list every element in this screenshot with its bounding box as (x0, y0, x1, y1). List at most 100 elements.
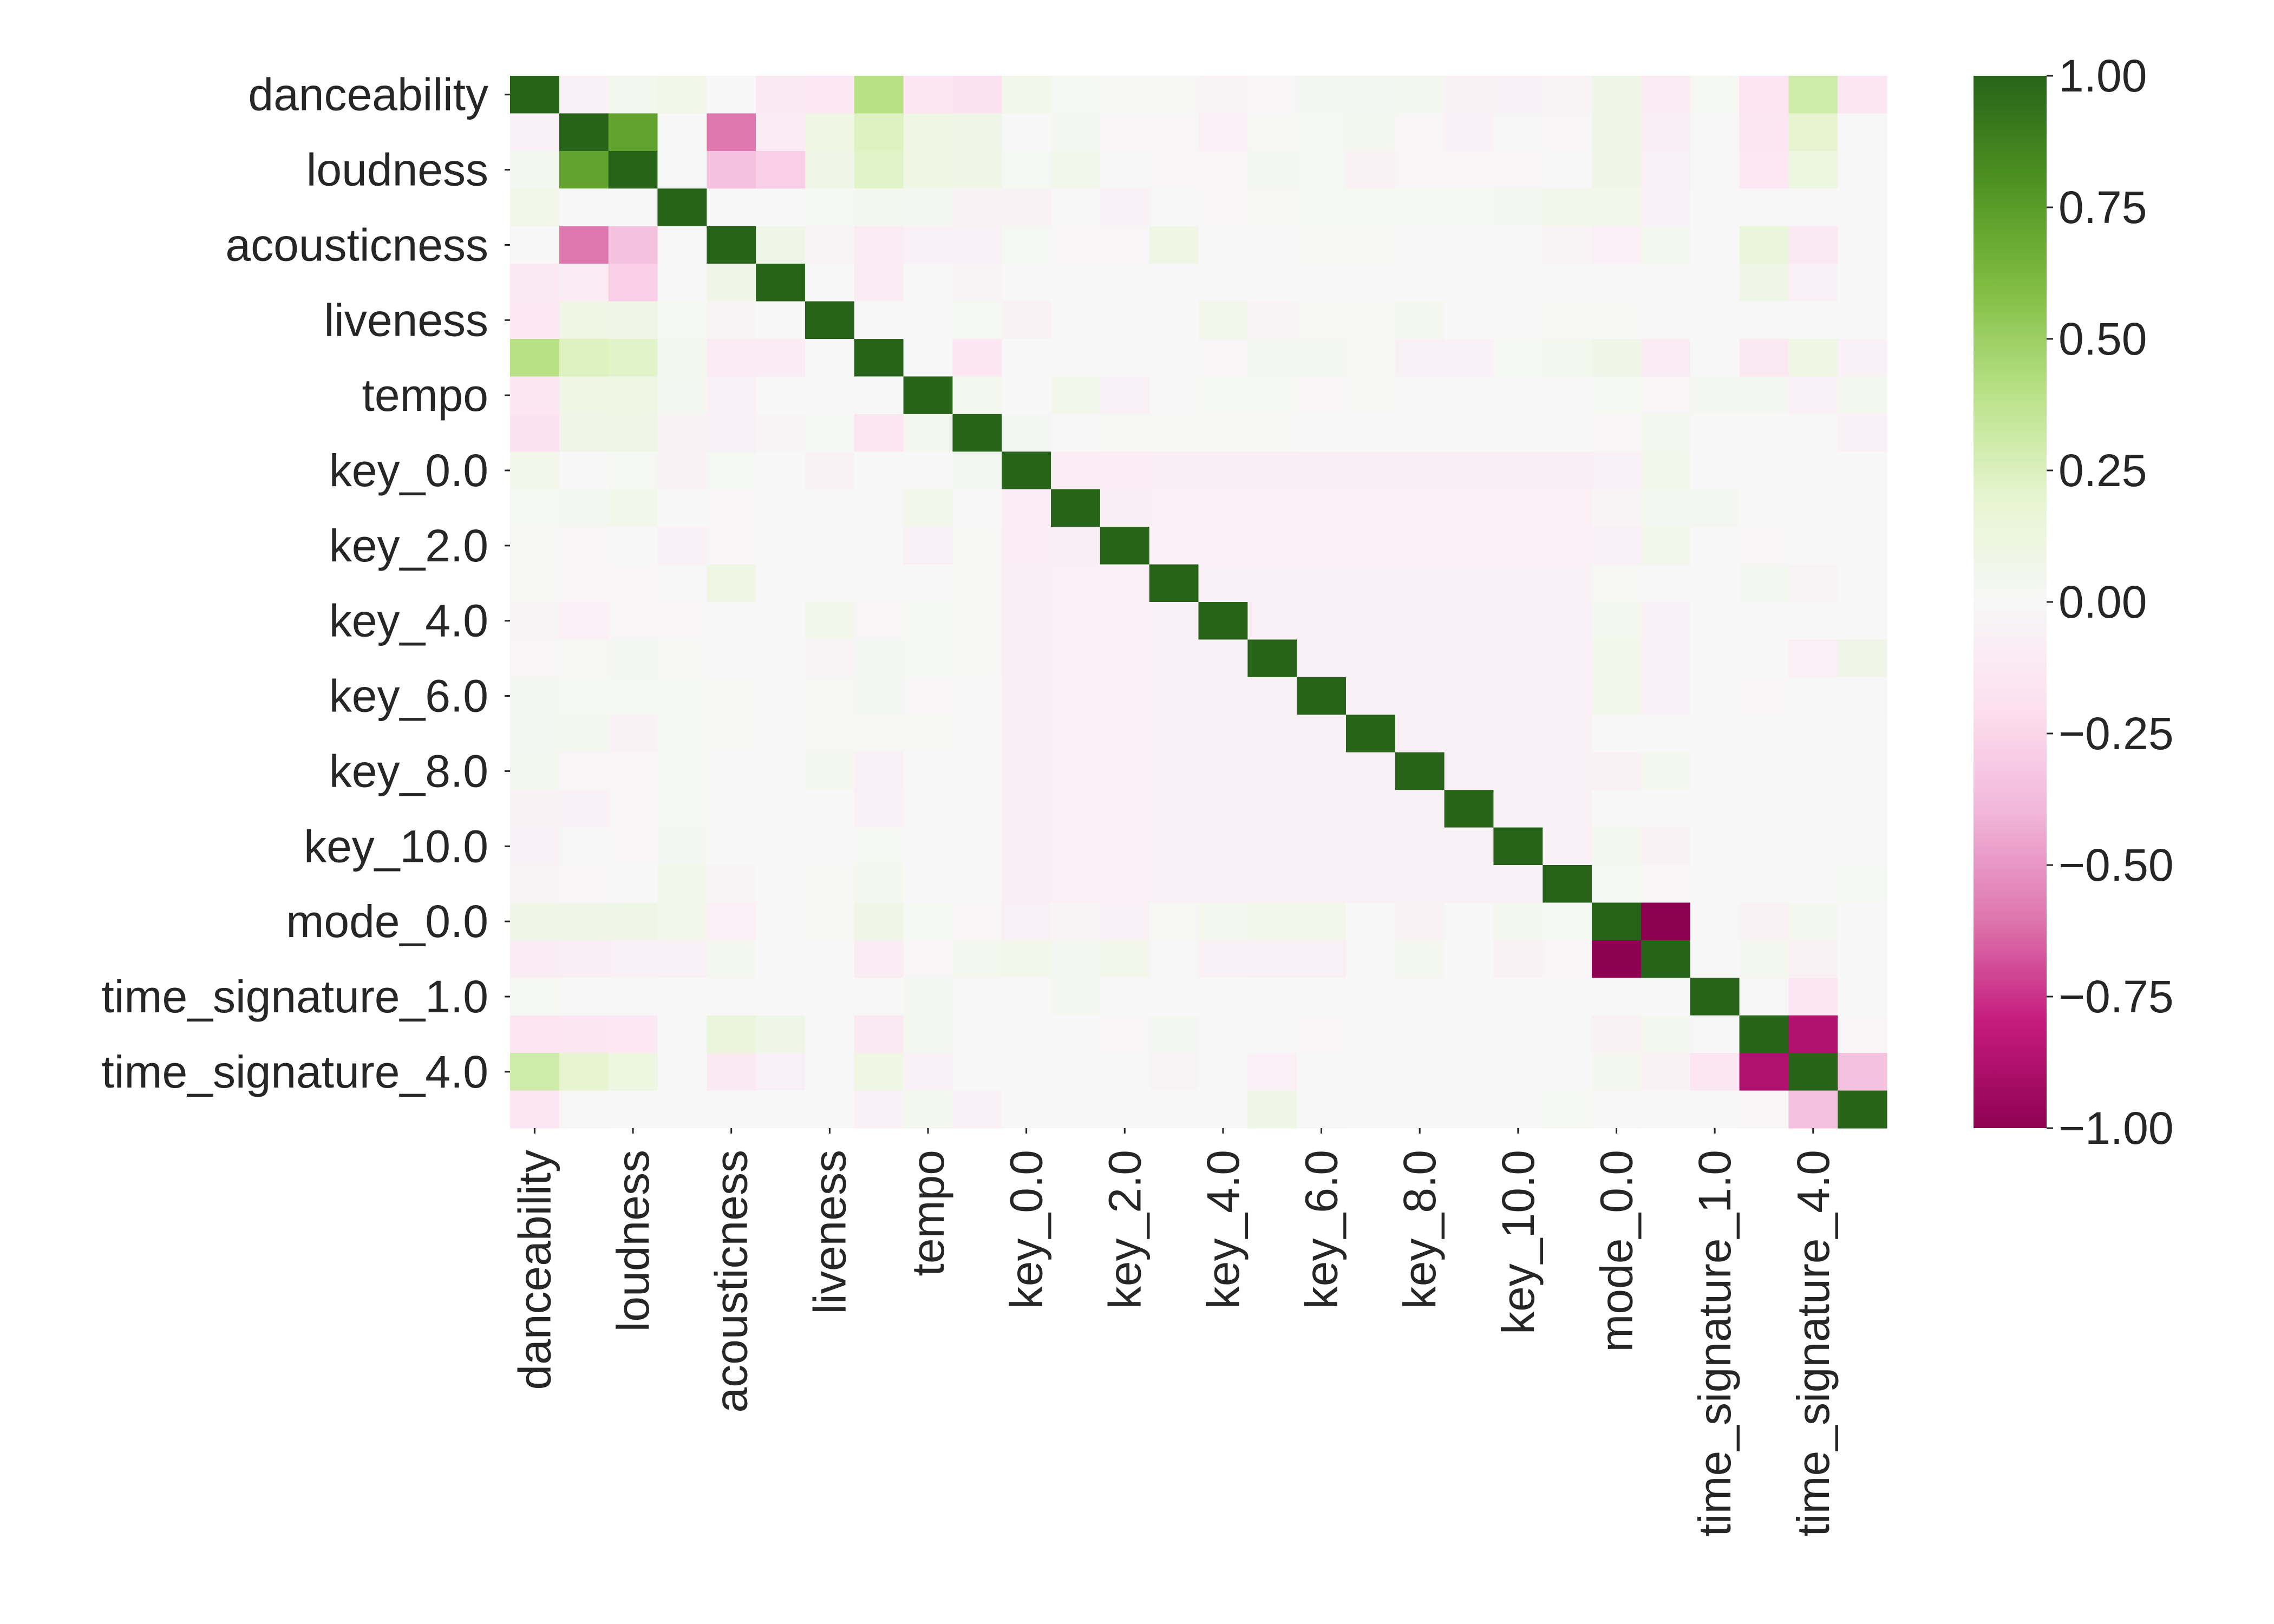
heatmap-cell (1788, 602, 1838, 640)
heatmap-cell (1690, 1090, 1740, 1129)
heatmap-cell (1838, 752, 1887, 790)
heatmap-cell (1002, 489, 1051, 527)
heatmap-cell (903, 564, 953, 603)
heatmap-cell (1543, 1090, 1592, 1129)
heatmap-cell (559, 564, 609, 603)
heatmap-cell (1739, 489, 1789, 527)
heatmap-cell (1641, 827, 1691, 866)
heatmap-cell (510, 226, 560, 264)
heatmap-cell (559, 376, 609, 415)
heatmap-cell (1838, 715, 1887, 753)
heatmap-cell (1100, 790, 1150, 828)
heatmap-cell (1149, 226, 1199, 264)
heatmap-cell (1051, 940, 1101, 978)
heatmap-cell (1493, 602, 1543, 640)
heatmap-cell (952, 639, 1002, 678)
heatmap-cell (1149, 978, 1199, 1016)
heatmap-cell (1641, 150, 1691, 189)
heatmap-cell (510, 1090, 560, 1129)
heatmap-cell (805, 301, 855, 339)
heatmap-cell (1395, 602, 1445, 640)
heatmap-cell (657, 790, 707, 828)
heatmap-cell (510, 1053, 560, 1091)
heatmap-cell (1297, 602, 1347, 640)
colorbar (1974, 76, 2047, 1128)
heatmap-cell (1149, 339, 1199, 377)
heatmap-cell (1788, 978, 1838, 1016)
heatmap-cell (657, 226, 707, 264)
heatmap-cell (559, 715, 609, 753)
heatmap-cell (1641, 226, 1691, 264)
heatmap-cell (1297, 639, 1347, 678)
heatmap-cell (510, 564, 560, 603)
heatmap-cell (1444, 226, 1494, 264)
heatmap-cell (1690, 827, 1740, 866)
heatmap-cell (952, 978, 1002, 1016)
heatmap-cell (1247, 790, 1297, 828)
heatmap-cell (1149, 639, 1199, 678)
heatmap-cell (952, 1090, 1002, 1129)
heatmap-cell (1592, 602, 1642, 640)
heatmap-cell (1493, 414, 1543, 452)
heatmap-cell (1543, 113, 1592, 152)
heatmap-cell (1444, 150, 1494, 189)
heatmap-cell (1493, 677, 1543, 715)
column-tick-label: key_2.0 (1099, 1150, 1150, 1309)
heatmap-cell (608, 150, 658, 189)
column-tick-label: mode_0.0 (1591, 1150, 1642, 1352)
heatmap-cell (1002, 1090, 1051, 1129)
heatmap-cell (1838, 113, 1887, 152)
heatmap-cell (1838, 1090, 1887, 1129)
heatmap-cell (1149, 902, 1199, 941)
heatmap-cell (903, 940, 953, 978)
heatmap-cell (1592, 978, 1642, 1016)
heatmap-cell (1493, 301, 1543, 339)
heatmap-cell (1100, 527, 1150, 565)
heatmap-cell (903, 113, 953, 152)
heatmap-cell (1051, 677, 1101, 715)
heatmap-cell (1592, 827, 1642, 866)
heatmap-cell (1788, 827, 1838, 866)
heatmap-cell (1345, 1090, 1396, 1129)
heatmap-cell (1690, 150, 1740, 189)
heatmap-cell (707, 564, 756, 603)
heatmap-cell (1838, 451, 1887, 490)
heatmap-cell (854, 150, 904, 189)
heatmap-cell (1690, 752, 1740, 790)
heatmap-cell (1444, 715, 1494, 753)
heatmap-cell (1198, 1090, 1248, 1129)
heatmap-cell (657, 602, 707, 640)
heatmap-cell (1247, 902, 1297, 941)
heatmap-cell (608, 790, 658, 828)
heatmap-cell (1100, 1015, 1150, 1053)
heatmap-cell (1345, 1053, 1396, 1091)
heatmap-cell (1002, 715, 1051, 753)
heatmap-cell (1198, 752, 1248, 790)
heatmap-cell (1345, 677, 1396, 715)
heatmap-cell (1247, 1053, 1297, 1091)
heatmap-cell (756, 564, 806, 603)
heatmap-cell (1395, 790, 1445, 828)
heatmap-cell (707, 414, 756, 452)
heatmap-cell (510, 339, 560, 377)
heatmap-cell (1444, 264, 1494, 302)
heatmap-cell (1297, 188, 1347, 227)
heatmap-cell (1149, 451, 1199, 490)
heatmap-cell (756, 339, 806, 377)
heatmap-cell (1592, 1015, 1642, 1053)
heatmap-cell (854, 1053, 904, 1091)
heatmap-cell (1198, 527, 1248, 565)
heatmap-cell (1149, 414, 1199, 452)
heatmap-cell (854, 564, 904, 603)
heatmap-cell (1100, 978, 1150, 1016)
heatmap-cell (1051, 376, 1101, 415)
heatmap-cell (903, 527, 953, 565)
heatmap-cell (1690, 226, 1740, 264)
heatmap-cell (1739, 902, 1789, 941)
heatmap-cell (657, 564, 707, 603)
heatmap-cell (1051, 602, 1101, 640)
colorbar-tick-label: 1.00 (2059, 50, 2147, 101)
heatmap-cell (952, 1053, 1002, 1091)
heatmap-cell (1051, 978, 1101, 1016)
heatmap-cell (805, 602, 855, 640)
